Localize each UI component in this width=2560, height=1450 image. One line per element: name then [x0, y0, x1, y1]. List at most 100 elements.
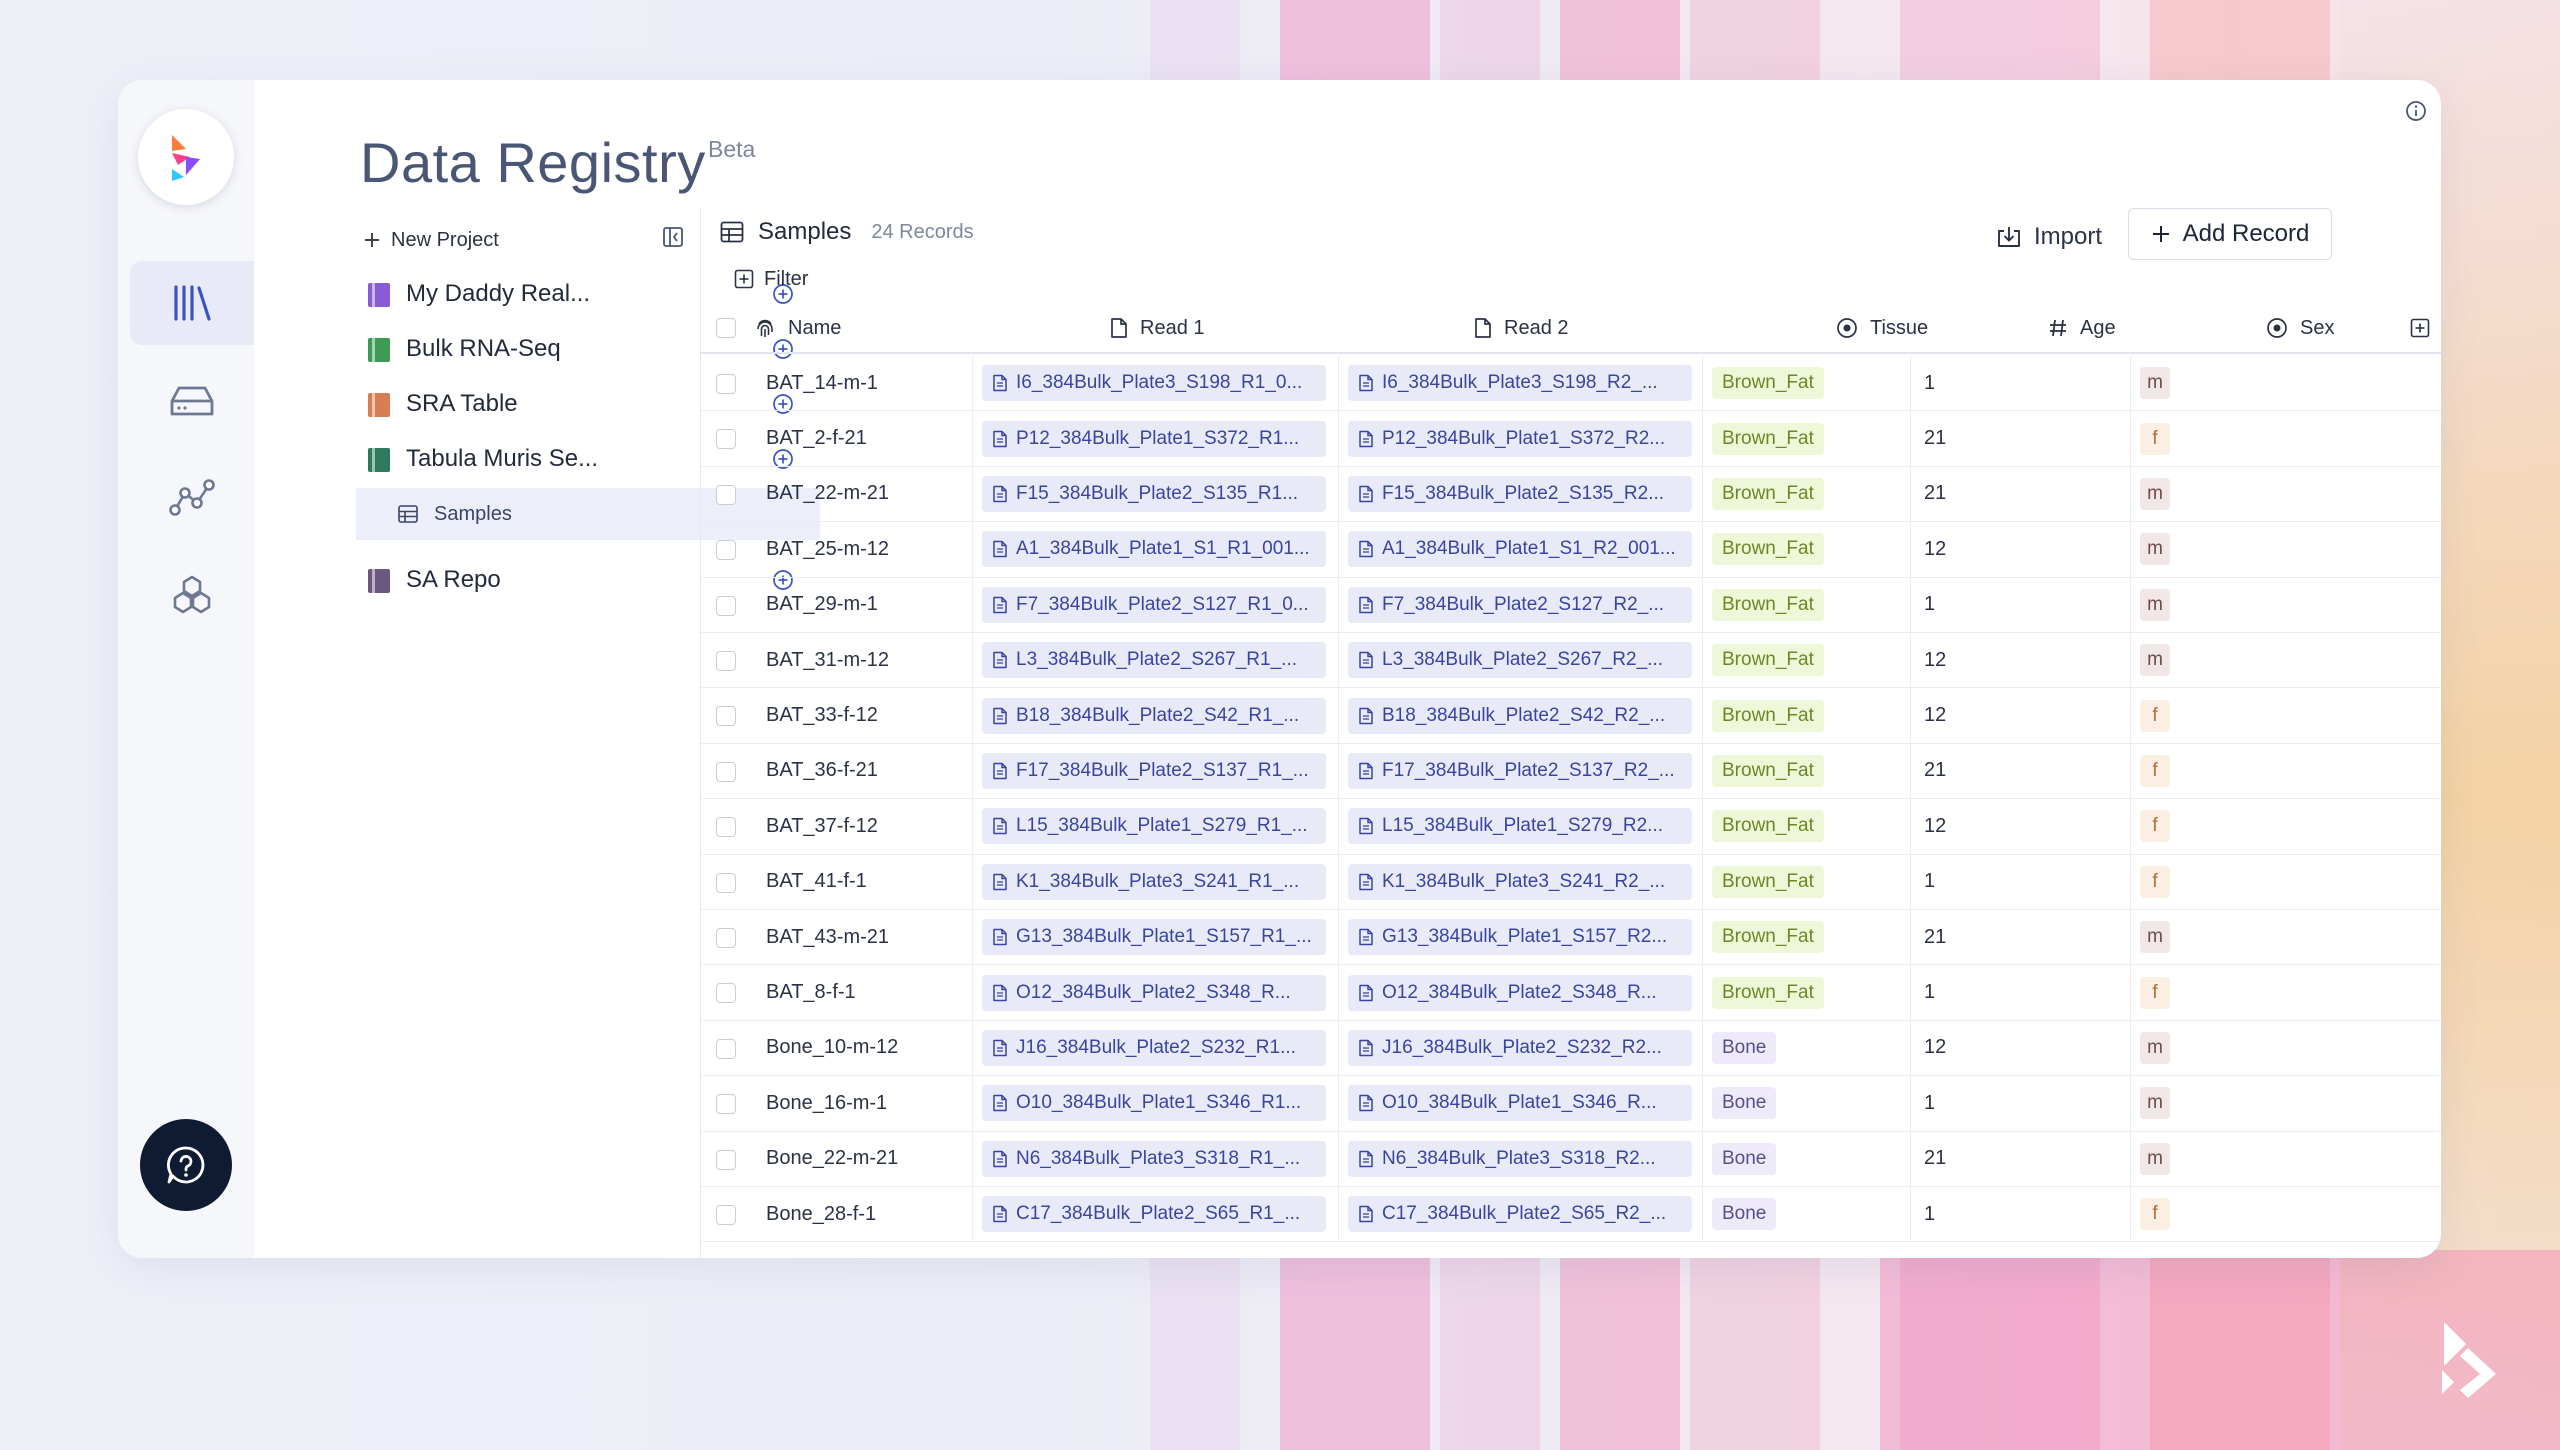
sex-tag[interactable]: f: [2140, 810, 2170, 843]
sex-tag[interactable]: m: [2140, 533, 2170, 566]
tissue-tag[interactable]: Brown_Fat: [1712, 644, 1824, 677]
read1-file-chip[interactable]: I6_384Bulk_Plate3_S198_R1_0...: [982, 365, 1326, 402]
read1-file-chip[interactable]: G13_384Bulk_Plate1_S157_R1_...: [982, 919, 1326, 956]
read2-file-chip[interactable]: L15_384Bulk_Plate1_S279_R2...: [1348, 808, 1692, 845]
tissue-tag[interactable]: Brown_Fat: [1712, 477, 1824, 510]
sidebar-item-project[interactable]: Tabula Muris Se...: [360, 434, 820, 484]
cell-name[interactable]: BAT_2-f-21: [766, 411, 867, 465]
sidebar-item-project[interactable]: Bulk RNA-Seq: [360, 324, 820, 374]
row-checkbox[interactable]: [716, 1094, 736, 1115]
cell-name[interactable]: Bone_22-m-21: [766, 1132, 898, 1186]
read2-file-chip[interactable]: A1_384Bulk_Plate1_S1_R2_001...: [1348, 531, 1692, 568]
read2-file-chip[interactable]: C17_384Bulk_Plate2_S65_R2_...: [1348, 1196, 1692, 1233]
sex-tag[interactable]: m: [2140, 477, 2170, 510]
tissue-tag[interactable]: Brown_Fat: [1712, 699, 1824, 732]
cell-name[interactable]: Bone_28-f-1: [766, 1187, 876, 1241]
sex-tag[interactable]: f: [2140, 865, 2170, 898]
table-row[interactable]: BAT_14-m-1 I6_384Bulk_Plate3_S198_R1_0...…: [700, 356, 2441, 412]
cell-name[interactable]: BAT_36-f-21: [766, 744, 878, 798]
read1-file-chip[interactable]: P12_384Bulk_Plate1_S372_R1...: [982, 420, 1326, 457]
collapse-sidebar-icon[interactable]: [662, 226, 684, 253]
tissue-tag[interactable]: Bone: [1712, 1198, 1777, 1231]
read1-file-chip[interactable]: L3_384Bulk_Plate2_S267_R1_...: [982, 642, 1326, 679]
tissue-tag[interactable]: Brown_Fat: [1712, 754, 1824, 787]
cell-name[interactable]: BAT_25-m-12: [766, 522, 889, 576]
row-checkbox[interactable]: [716, 928, 736, 948]
table-row[interactable]: BAT_29-m-1 F7_384Bulk_Plate2_S127_R1_0...…: [700, 577, 2441, 633]
row-checkbox[interactable]: [716, 484, 736, 505]
cell-name[interactable]: BAT_37-f-12: [766, 799, 878, 853]
sex-tag[interactable]: m: [2140, 1087, 2170, 1120]
read1-file-chip[interactable]: C17_384Bulk_Plate2_S65_R1_...: [982, 1196, 1326, 1233]
cell-name[interactable]: BAT_22-m-21: [766, 467, 889, 521]
sidebar-item-samples[interactable]: Samples: [356, 488, 820, 540]
cell-name[interactable]: BAT_31-m-12: [766, 633, 889, 687]
read1-file-chip[interactable]: L15_384Bulk_Plate1_S279_R1_...: [982, 808, 1326, 845]
read2-file-chip[interactable]: K1_384Bulk_Plate3_S241_R2_...: [1348, 863, 1692, 900]
read2-file-chip[interactable]: G13_384Bulk_Plate1_S157_R2...: [1348, 919, 1692, 956]
table-row[interactable]: BAT_36-f-21 F17_384Bulk_Plate2_S137_R1_..…: [700, 743, 2441, 800]
sex-tag[interactable]: f: [2140, 976, 2170, 1009]
rail-item-hexagons[interactable]: [130, 554, 254, 638]
read1-file-chip[interactable]: N6_384Bulk_Plate3_S318_R1_...: [982, 1140, 1326, 1177]
read1-file-chip[interactable]: O10_384Bulk_Plate1_S346_R1...: [982, 1085, 1326, 1122]
cell-age[interactable]: 21: [1924, 467, 1946, 521]
table-row[interactable]: Bone_10-m-12 J16_384Bulk_Plate2_S232_R1..…: [700, 1020, 2441, 1077]
select-all-checkbox[interactable]: [716, 318, 736, 338]
sex-tag[interactable]: m: [2140, 588, 2170, 621]
sidebar-item-project[interactable]: SRA Table: [360, 379, 820, 429]
tissue-tag[interactable]: Brown_Fat: [1712, 533, 1824, 566]
tissue-tag[interactable]: Bone: [1712, 1087, 1777, 1120]
rail-item-library[interactable]: [130, 261, 254, 345]
row-checkbox[interactable]: [716, 761, 736, 782]
table-row[interactable]: Bone_16-m-1 O10_384Bulk_Plate1_S346_R1...…: [700, 1076, 2441, 1132]
cell-name[interactable]: Bone_16-m-1: [766, 1076, 887, 1130]
read2-file-chip[interactable]: F17_384Bulk_Plate2_S137_R2_...: [1348, 752, 1692, 789]
sidebar-item-project[interactable]: My Daddy Real...: [360, 269, 820, 319]
sex-tag[interactable]: m: [2140, 644, 2170, 677]
cell-age[interactable]: 1: [1924, 855, 1935, 909]
read2-file-chip[interactable]: B18_384Bulk_Plate2_S42_R2_...: [1348, 697, 1692, 734]
add-to-project-icon[interactable]: [772, 393, 794, 420]
sex-tag[interactable]: m: [2140, 921, 2170, 954]
row-checkbox[interactable]: [716, 983, 736, 1004]
table-row[interactable]: BAT_22-m-21 F15_384Bulk_Plate2_S135_R1...…: [700, 466, 2441, 523]
rail-item-graph[interactable]: [130, 456, 254, 540]
new-project-button[interactable]: New Project: [363, 220, 499, 260]
table-row[interactable]: Bone_28-f-1 C17_384Bulk_Plate2_S65_R1_...…: [700, 1187, 2441, 1243]
cell-age[interactable]: 1: [1924, 1076, 1935, 1130]
cell-age[interactable]: 12: [1924, 799, 1946, 853]
read1-file-chip[interactable]: F17_384Bulk_Plate2_S137_R1_...: [982, 752, 1326, 789]
table-row[interactable]: BAT_8-f-1 O12_384Bulk_Plate2_S348_R... O12…: [700, 965, 2441, 1021]
read1-file-chip[interactable]: K1_384Bulk_Plate3_S241_R1_...: [982, 863, 1326, 900]
read2-file-chip[interactable]: F7_384Bulk_Plate2_S127_R2_...: [1348, 586, 1692, 623]
app-logo[interactable]: [138, 109, 234, 205]
cell-age[interactable]: 1: [1924, 578, 1935, 632]
cell-age[interactable]: 1: [1924, 1187, 1935, 1241]
read2-file-chip[interactable]: O12_384Bulk_Plate2_S348_R...: [1348, 974, 1692, 1011]
read1-file-chip[interactable]: B18_384Bulk_Plate2_S42_R1_...: [982, 697, 1326, 734]
tissue-tag[interactable]: Brown_Fat: [1712, 367, 1824, 400]
tissue-tag[interactable]: Brown_Fat: [1712, 865, 1824, 898]
read1-file-chip[interactable]: F7_384Bulk_Plate2_S127_R1_0...: [982, 586, 1326, 623]
table-row[interactable]: BAT_31-m-12 L3_384Bulk_Plate2_S267_R1_...…: [700, 633, 2441, 689]
table-row[interactable]: BAT_37-f-12 L15_384Bulk_Plate1_S279_R1_..…: [700, 799, 2441, 855]
sex-tag[interactable]: f: [2140, 754, 2170, 787]
read2-file-chip[interactable]: N6_384Bulk_Plate3_S318_R2...: [1348, 1140, 1692, 1177]
cell-name[interactable]: BAT_33-f-12: [766, 688, 878, 742]
sex-tag[interactable]: f: [2140, 1198, 2170, 1231]
help-chat-button[interactable]: [140, 1119, 232, 1211]
tissue-tag[interactable]: Bone: [1712, 1142, 1777, 1175]
column-header-age[interactable]: Age: [2048, 302, 2116, 354]
row-checkbox[interactable]: [716, 540, 736, 561]
cell-age[interactable]: 21: [1924, 411, 1946, 465]
sex-tag[interactable]: m: [2140, 367, 2170, 400]
read2-file-chip[interactable]: P12_384Bulk_Plate1_S372_R2...: [1348, 420, 1692, 457]
read1-file-chip[interactable]: A1_384Bulk_Plate1_S1_R1_001...: [982, 531, 1326, 568]
cell-name[interactable]: BAT_29-m-1: [766, 578, 878, 632]
table-row[interactable]: BAT_2-f-21 P12_384Bulk_Plate1_S372_R1... P…: [700, 411, 2441, 467]
column-header-read2[interactable]: Read 2: [1474, 302, 1569, 354]
column-header-read1[interactable]: Read 1: [1110, 302, 1205, 354]
column-header-name[interactable]: Name: [754, 302, 841, 354]
read1-file-chip[interactable]: J16_384Bulk_Plate2_S232_R1...: [982, 1029, 1326, 1066]
